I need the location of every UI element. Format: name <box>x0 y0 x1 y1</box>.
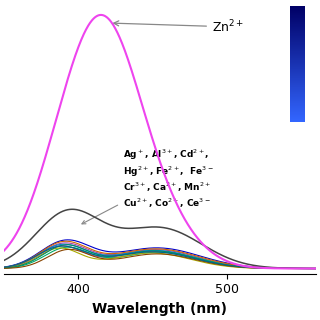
X-axis label: Wavelength (nm): Wavelength (nm) <box>92 302 228 316</box>
Text: Zn$^{2+}$: Zn$^{2+}$ <box>114 19 244 35</box>
Text: Ag$^+$, Al$^{3+}$, Cd$^{2+}$,
Hg$^{2+}$, Fe$^{2+}$,  Fe$^{3-}$
Cr$^{3+}$, Ca$^{2: Ag$^+$, Al$^{3+}$, Cd$^{2+}$, Hg$^{2+}$,… <box>82 148 214 224</box>
